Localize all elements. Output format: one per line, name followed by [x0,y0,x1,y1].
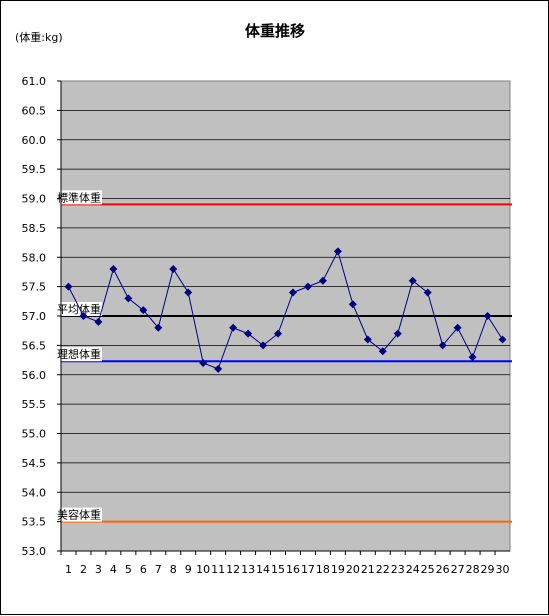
reference-line-label: 美容体重 [57,508,101,522]
y-tick-label: 53.5 [22,516,47,529]
series-line [68,250,503,370]
x-tick-label: 10 [196,563,210,576]
x-tick-label: 11 [211,563,225,576]
data-point [393,329,402,338]
data-point [468,353,477,362]
chart-title: 体重推移 [245,22,305,40]
y-tick-label: 58.5 [22,222,47,235]
x-tick-label: 16 [286,563,300,576]
reference-line-label: 理想体重 [57,347,101,361]
data-point [408,276,417,285]
x-tick-label: 21 [361,563,375,576]
x-tick-label: 22 [376,563,390,576]
reference-line-label: 平均体重 [57,302,101,316]
data-point [199,359,208,367]
x-tick-label: 3 [95,563,102,576]
x-axis: 1 2 3 4 5 6 7 8 9 10 11 12 13 14 15 16 17 18 19 20 21 22 23 24 2… [60,81,510,576]
data-point [169,265,178,273]
data-point [333,247,342,256]
x-tick-label: 18 [316,563,330,576]
y-tick-label: 57.0 [22,310,47,323]
y-tick-label: 53.0 [22,545,47,558]
y-tick-label: 60.5 [22,104,47,117]
x-tick-label: 8 [170,563,177,576]
data-point [244,329,253,338]
x-tick-label: 25 [421,563,435,576]
y-tick-label: 56.5 [22,339,47,352]
y-tick-label: 60.0 [22,134,47,147]
data-point [378,347,387,356]
x-tick-label: 29 [481,563,495,576]
x-tick-label: 2 [80,563,87,576]
data-point [288,288,297,297]
data-point [64,282,73,291]
x-tick-label: 12 [226,563,240,576]
data-point [79,312,88,320]
data-point [124,294,133,303]
x-tick-label: 24 [406,563,420,576]
data-point [229,323,238,332]
data-point [154,323,163,332]
data-point [259,341,268,350]
reference-label-bg [56,347,102,362]
y-tick-label: 54.5 [22,457,47,470]
data-point [363,335,372,344]
data-point [498,335,507,344]
x-tick-label: 23 [391,563,405,576]
data-point [483,312,492,320]
y-tick-label: 57.5 [22,281,47,294]
data-point [318,276,327,285]
reference-label-bg [56,507,102,522]
reference-line-label: 標準体重 [57,190,101,204]
data-point [139,306,148,315]
x-tick-label: 27 [451,563,465,576]
x-tick-label: 13 [241,563,255,576]
y-tick-label: 55.0 [22,428,47,441]
data-point [184,288,193,297]
x-tick-label: 19 [331,563,345,576]
x-tick-label: 14 [256,563,270,576]
data-point [423,288,432,297]
data-point [453,323,462,332]
x-tick-label: 30 [496,563,510,576]
data-point [303,282,312,291]
x-tick-label: 7 [155,563,162,576]
data-point [438,341,447,350]
x-tick-label: 15 [271,563,285,576]
reference-label-bg [56,190,102,205]
y-tick-label: 61.0 [22,75,47,88]
x-tick-label: 6 [140,563,147,576]
x-tick-label: 20 [346,563,360,576]
series-layer [64,247,507,373]
y-tick-label: 56.0 [22,369,47,382]
reference-label-bg [56,302,102,316]
x-tick-label: 4 [110,563,117,576]
x-tick-label: 5 [125,563,132,576]
x-tick-label: 17 [301,563,315,576]
unit-label: (体重:kg) [15,30,63,44]
y-axis: 53.0 53.5 54.0 54.5 55.0 55.5 56.0 56.5 57.0 57.5… [22,75,61,558]
y-tick-label: 59.5 [22,163,47,176]
data-point [109,265,118,273]
data-point [94,317,103,326]
x-tick-label: 1 [65,563,72,576]
y-tick-label: 59.0 [22,193,47,206]
x-tick-label: 9 [185,563,192,576]
y-tick-label: 58.0 [22,251,47,264]
y-tick-label: 55.5 [22,398,47,411]
data-point [274,329,283,338]
y-tick-label: 54.0 [22,486,47,499]
data-point [348,300,357,309]
x-tick-label: 28 [466,563,480,576]
data-point [214,364,223,373]
x-tick-label: 26 [436,563,450,576]
